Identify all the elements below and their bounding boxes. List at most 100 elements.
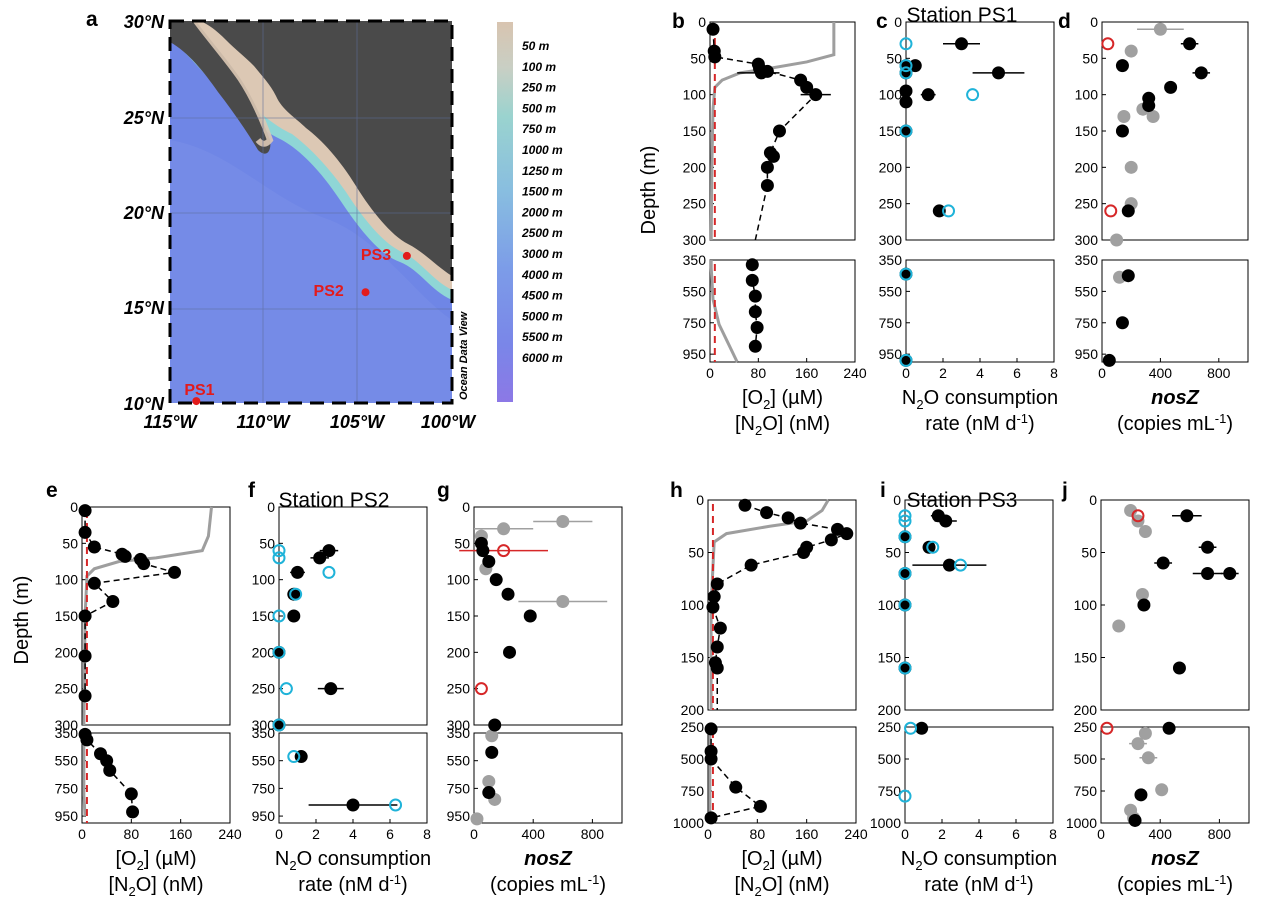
black-point	[322, 544, 336, 558]
xlabel-n2o: [N2O] (nM)	[734, 874, 829, 899]
n2o-point	[124, 787, 138, 801]
xlabel-nosz: nosZ	[1151, 387, 1200, 409]
lower-axes-frame	[1100, 726, 1250, 824]
x-tick-label: 240	[843, 365, 867, 381]
grey-point	[1138, 726, 1152, 740]
grey-point	[1146, 109, 1160, 123]
y-tick-label: 150	[878, 650, 902, 666]
map-area	[170, 21, 452, 403]
n2o-point	[103, 763, 117, 777]
black-point	[287, 609, 301, 623]
y-tick-label: 550	[683, 283, 707, 299]
black-point	[1115, 124, 1129, 138]
land-baja	[170, 21, 271, 154]
y-tick-label: 500	[681, 751, 705, 767]
y-tick-label: 750	[1075, 315, 1099, 331]
cyan-open-point	[904, 721, 918, 735]
cyan-open-point	[898, 789, 912, 803]
y-tick-label: 1000	[870, 815, 901, 831]
y-tick-label: 0	[894, 14, 902, 30]
black-point	[488, 718, 502, 732]
lower-axes-frame	[707, 726, 857, 824]
y-tick-label: 0	[70, 499, 78, 515]
y-tick-label: 50	[62, 535, 78, 551]
n2o-point	[78, 525, 92, 539]
xlabel-nosz: nosZ	[1151, 848, 1200, 870]
x-tick-label: 160	[169, 826, 193, 842]
lower-axes-frame	[905, 259, 1055, 363]
y-tick-label: 100	[55, 572, 79, 588]
x-tick-label: 2	[939, 365, 947, 381]
panel-label-h: h	[670, 479, 683, 502]
n2o-point	[753, 799, 767, 813]
station-title-ps2: Station PS2	[279, 489, 390, 512]
y-tick-label: 0	[462, 499, 470, 515]
xlabel-o2: [O2] (µM)	[742, 387, 823, 412]
y-tick-label: 200	[879, 159, 903, 175]
y-tick-label: 100	[252, 572, 276, 588]
map-panel: a PS1 PS2 PS3 30°N 25°N 20°N 15°N 10°N 115…	[86, 8, 563, 432]
y-tick-label: 200	[1074, 702, 1098, 718]
y-tick-label: 0	[267, 499, 275, 515]
n2o-point	[824, 533, 838, 547]
y-tick-label: 50	[1082, 50, 1098, 66]
map-frame	[168, 19, 454, 405]
y-tick-label: 250	[447, 681, 471, 697]
colorbar-tick-label: 5000 m	[522, 309, 563, 323]
panel-label-c: c	[876, 10, 888, 33]
colorbar-tick-label: 750 m	[522, 122, 556, 136]
n2o-point	[760, 506, 774, 520]
black-point	[482, 786, 496, 800]
x-tick-label: 0	[470, 826, 478, 842]
colorbar-tick-label: 100 m	[522, 60, 556, 74]
y-tick-label: 200	[878, 702, 902, 718]
lower-axes-frame	[473, 732, 623, 824]
y-tick-label: 950	[447, 808, 471, 824]
red-open-point	[1104, 204, 1118, 218]
black-point	[1194, 66, 1208, 80]
xlabel-rate-line1: N2O consumption	[275, 848, 431, 873]
n2o-point	[126, 805, 140, 819]
station-title-ps1: Station PS1	[907, 4, 1018, 27]
x-tick-label: 800	[581, 826, 605, 842]
map-gridlines	[170, 21, 452, 403]
red-open-point	[1131, 509, 1145, 523]
lat-tick: 10°N	[124, 394, 165, 414]
black-point	[1162, 721, 1176, 735]
cyan-open-point	[322, 565, 336, 579]
upper-axes-frame	[278, 506, 428, 726]
red-open-point	[1101, 37, 1115, 51]
y-tick-label: 150	[1074, 650, 1098, 666]
station-label-ps1: PS1	[184, 382, 214, 399]
black-point	[1115, 316, 1129, 330]
black-point	[476, 544, 490, 558]
y-tick-label: 300	[683, 232, 707, 248]
lon-tick: 110°W	[237, 412, 292, 432]
n2o-point	[704, 722, 718, 736]
xlabel-nosz-units: (copies mL-1)	[1117, 411, 1233, 435]
upper-axes-frame	[1100, 499, 1250, 711]
n2o-point	[840, 527, 854, 541]
colorbar-tick-label: 2000 m	[521, 205, 563, 219]
cyan-open-point	[898, 514, 912, 528]
colorbar-tick-label: 1000 m	[522, 143, 563, 157]
y-tick-label: 0	[696, 492, 704, 508]
x-tick-label: 160	[795, 365, 819, 381]
n2o-point	[745, 258, 759, 272]
y-tick-label: 150	[55, 608, 79, 624]
black-point	[503, 645, 517, 659]
colorbar-tick-label: 1500 m	[522, 185, 563, 199]
o2-profile-lower	[82, 733, 87, 817]
xlabel-rate-line2: rate (nM d-1)	[925, 411, 1034, 435]
y-tick-label: 50	[690, 50, 706, 66]
x-tick-label: 0	[1098, 365, 1106, 381]
cyan-open-point	[279, 682, 293, 696]
n2o-point	[794, 516, 807, 530]
y-tick-label: 950	[252, 808, 276, 824]
cyan-open-point	[272, 645, 286, 659]
y-tick-label: 200	[681, 702, 705, 718]
